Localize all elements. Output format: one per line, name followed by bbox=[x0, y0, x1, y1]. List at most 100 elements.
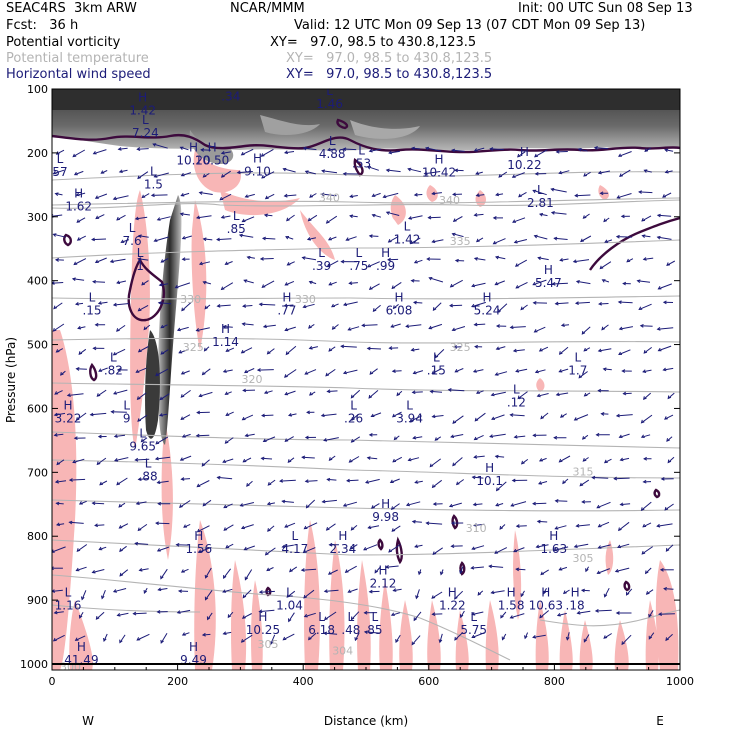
wind-vector-head bbox=[120, 239, 125, 243]
wind-vector bbox=[414, 194, 423, 196]
wind-vector bbox=[561, 324, 570, 326]
wind-vector-head bbox=[599, 191, 604, 196]
wind-vector bbox=[367, 166, 379, 171]
wind-vector-head bbox=[603, 635, 608, 639]
wind-vector bbox=[496, 481, 507, 491]
wind-vector bbox=[261, 148, 274, 157]
wind-vector bbox=[560, 258, 569, 261]
wind-vector bbox=[265, 193, 275, 200]
wind-vector-head bbox=[411, 519, 416, 524]
wind-vector-head bbox=[613, 476, 618, 481]
wind-vector bbox=[282, 500, 294, 503]
wind-vector-head bbox=[645, 591, 650, 595]
wind-vector-head bbox=[60, 371, 64, 376]
wind-vector-head bbox=[510, 503, 515, 507]
wind-vector-head bbox=[454, 168, 459, 173]
wind-vector bbox=[245, 433, 255, 437]
wind-vector-head bbox=[639, 323, 644, 328]
wind-vector-head bbox=[155, 372, 160, 377]
wind-vector bbox=[536, 544, 549, 548]
wind-vector-head bbox=[95, 616, 100, 620]
wind-vector-head bbox=[196, 410, 201, 415]
wind-vector-head bbox=[204, 596, 209, 601]
wind-vector-head bbox=[368, 286, 373, 290]
wind-vector bbox=[623, 392, 632, 395]
wind-vector-head bbox=[450, 521, 455, 525]
wind-vector-head bbox=[266, 350, 271, 355]
wind-vector bbox=[285, 436, 294, 442]
wind-vector bbox=[160, 393, 170, 401]
wind-vector bbox=[618, 301, 633, 304]
wind-vector-head bbox=[53, 305, 58, 310]
wind-vector-head bbox=[306, 410, 311, 415]
wind-max-marker: H bbox=[434, 153, 443, 167]
wind-vector-head bbox=[601, 326, 605, 331]
wind-extremum-value: 1 bbox=[136, 259, 144, 273]
wind-vector bbox=[386, 565, 399, 568]
wind-vector-head bbox=[279, 478, 284, 483]
wind-vector-head bbox=[116, 368, 121, 372]
wind-vector bbox=[221, 215, 231, 219]
wind-vector-head bbox=[224, 440, 229, 444]
wind-vector bbox=[203, 238, 213, 241]
wind-vector bbox=[264, 214, 273, 217]
wind-vector-head bbox=[471, 283, 476, 288]
wind-vector bbox=[92, 502, 105, 505]
wind-vector-head bbox=[520, 306, 525, 311]
wind-vector-head bbox=[154, 456, 159, 461]
wind-vector bbox=[202, 633, 211, 636]
wind-vector-head bbox=[382, 194, 387, 199]
wind-max-marker: H bbox=[208, 140, 217, 154]
wind-vector bbox=[362, 324, 378, 326]
wind-vector bbox=[135, 216, 148, 220]
wind-vector-head bbox=[326, 477, 331, 482]
wind-vector-head bbox=[53, 610, 58, 615]
wind-vector-head bbox=[515, 285, 520, 289]
wind-vector bbox=[138, 304, 149, 312]
wind-vector bbox=[69, 478, 86, 481]
wind-extremum-value: 1.5 bbox=[144, 178, 163, 192]
wind-vector bbox=[408, 457, 420, 461]
wind-vector-head bbox=[222, 631, 227, 635]
wind-vector-head bbox=[662, 194, 667, 198]
wind-vector-head bbox=[410, 146, 415, 151]
wind-vectors bbox=[52, 143, 676, 646]
wind-vector bbox=[223, 524, 234, 531]
wind-vector-head bbox=[242, 388, 247, 393]
wind-vector bbox=[594, 147, 609, 150]
wind-vector-head bbox=[574, 193, 579, 198]
wind-extremum-value: .26 bbox=[344, 412, 363, 426]
wind-vector-head bbox=[666, 438, 670, 442]
wind-vector-head bbox=[220, 286, 225, 291]
wind-vector bbox=[263, 436, 276, 442]
wind-vector bbox=[223, 503, 233, 509]
wind-vector-head bbox=[366, 456, 371, 460]
wind-vector-head bbox=[534, 369, 539, 374]
wind-vector-head bbox=[285, 236, 290, 240]
wind-vector-head bbox=[303, 525, 308, 530]
wind-vector-head bbox=[132, 611, 137, 616]
wind-vector bbox=[157, 216, 171, 221]
y-tick-label: 100 bbox=[27, 83, 48, 96]
wind-vector-head bbox=[55, 501, 60, 506]
wind-vector-head bbox=[281, 544, 286, 549]
wind-vector bbox=[537, 520, 548, 523]
wind-vector-head bbox=[554, 526, 559, 530]
wind-vector-head bbox=[495, 346, 500, 350]
wind-vector-head bbox=[583, 638, 588, 643]
wind-vector-head bbox=[152, 143, 157, 147]
wind-vector-head bbox=[220, 151, 225, 155]
wind-vector-head bbox=[301, 455, 306, 460]
field-name-theta: Potential temperature bbox=[6, 51, 149, 66]
wind-vector bbox=[95, 257, 107, 263]
wind-vector bbox=[244, 569, 253, 580]
wind-vector-head bbox=[407, 167, 412, 172]
wind-vector-head bbox=[261, 236, 266, 241]
wind-vector bbox=[223, 369, 233, 373]
x-tick-label: 0 bbox=[49, 675, 56, 688]
wind-vector bbox=[641, 414, 653, 424]
wind-vector-head bbox=[405, 324, 410, 328]
wind-vector-head bbox=[583, 347, 588, 352]
wind-vector-head bbox=[143, 326, 148, 331]
wind-vector-head bbox=[643, 396, 647, 401]
